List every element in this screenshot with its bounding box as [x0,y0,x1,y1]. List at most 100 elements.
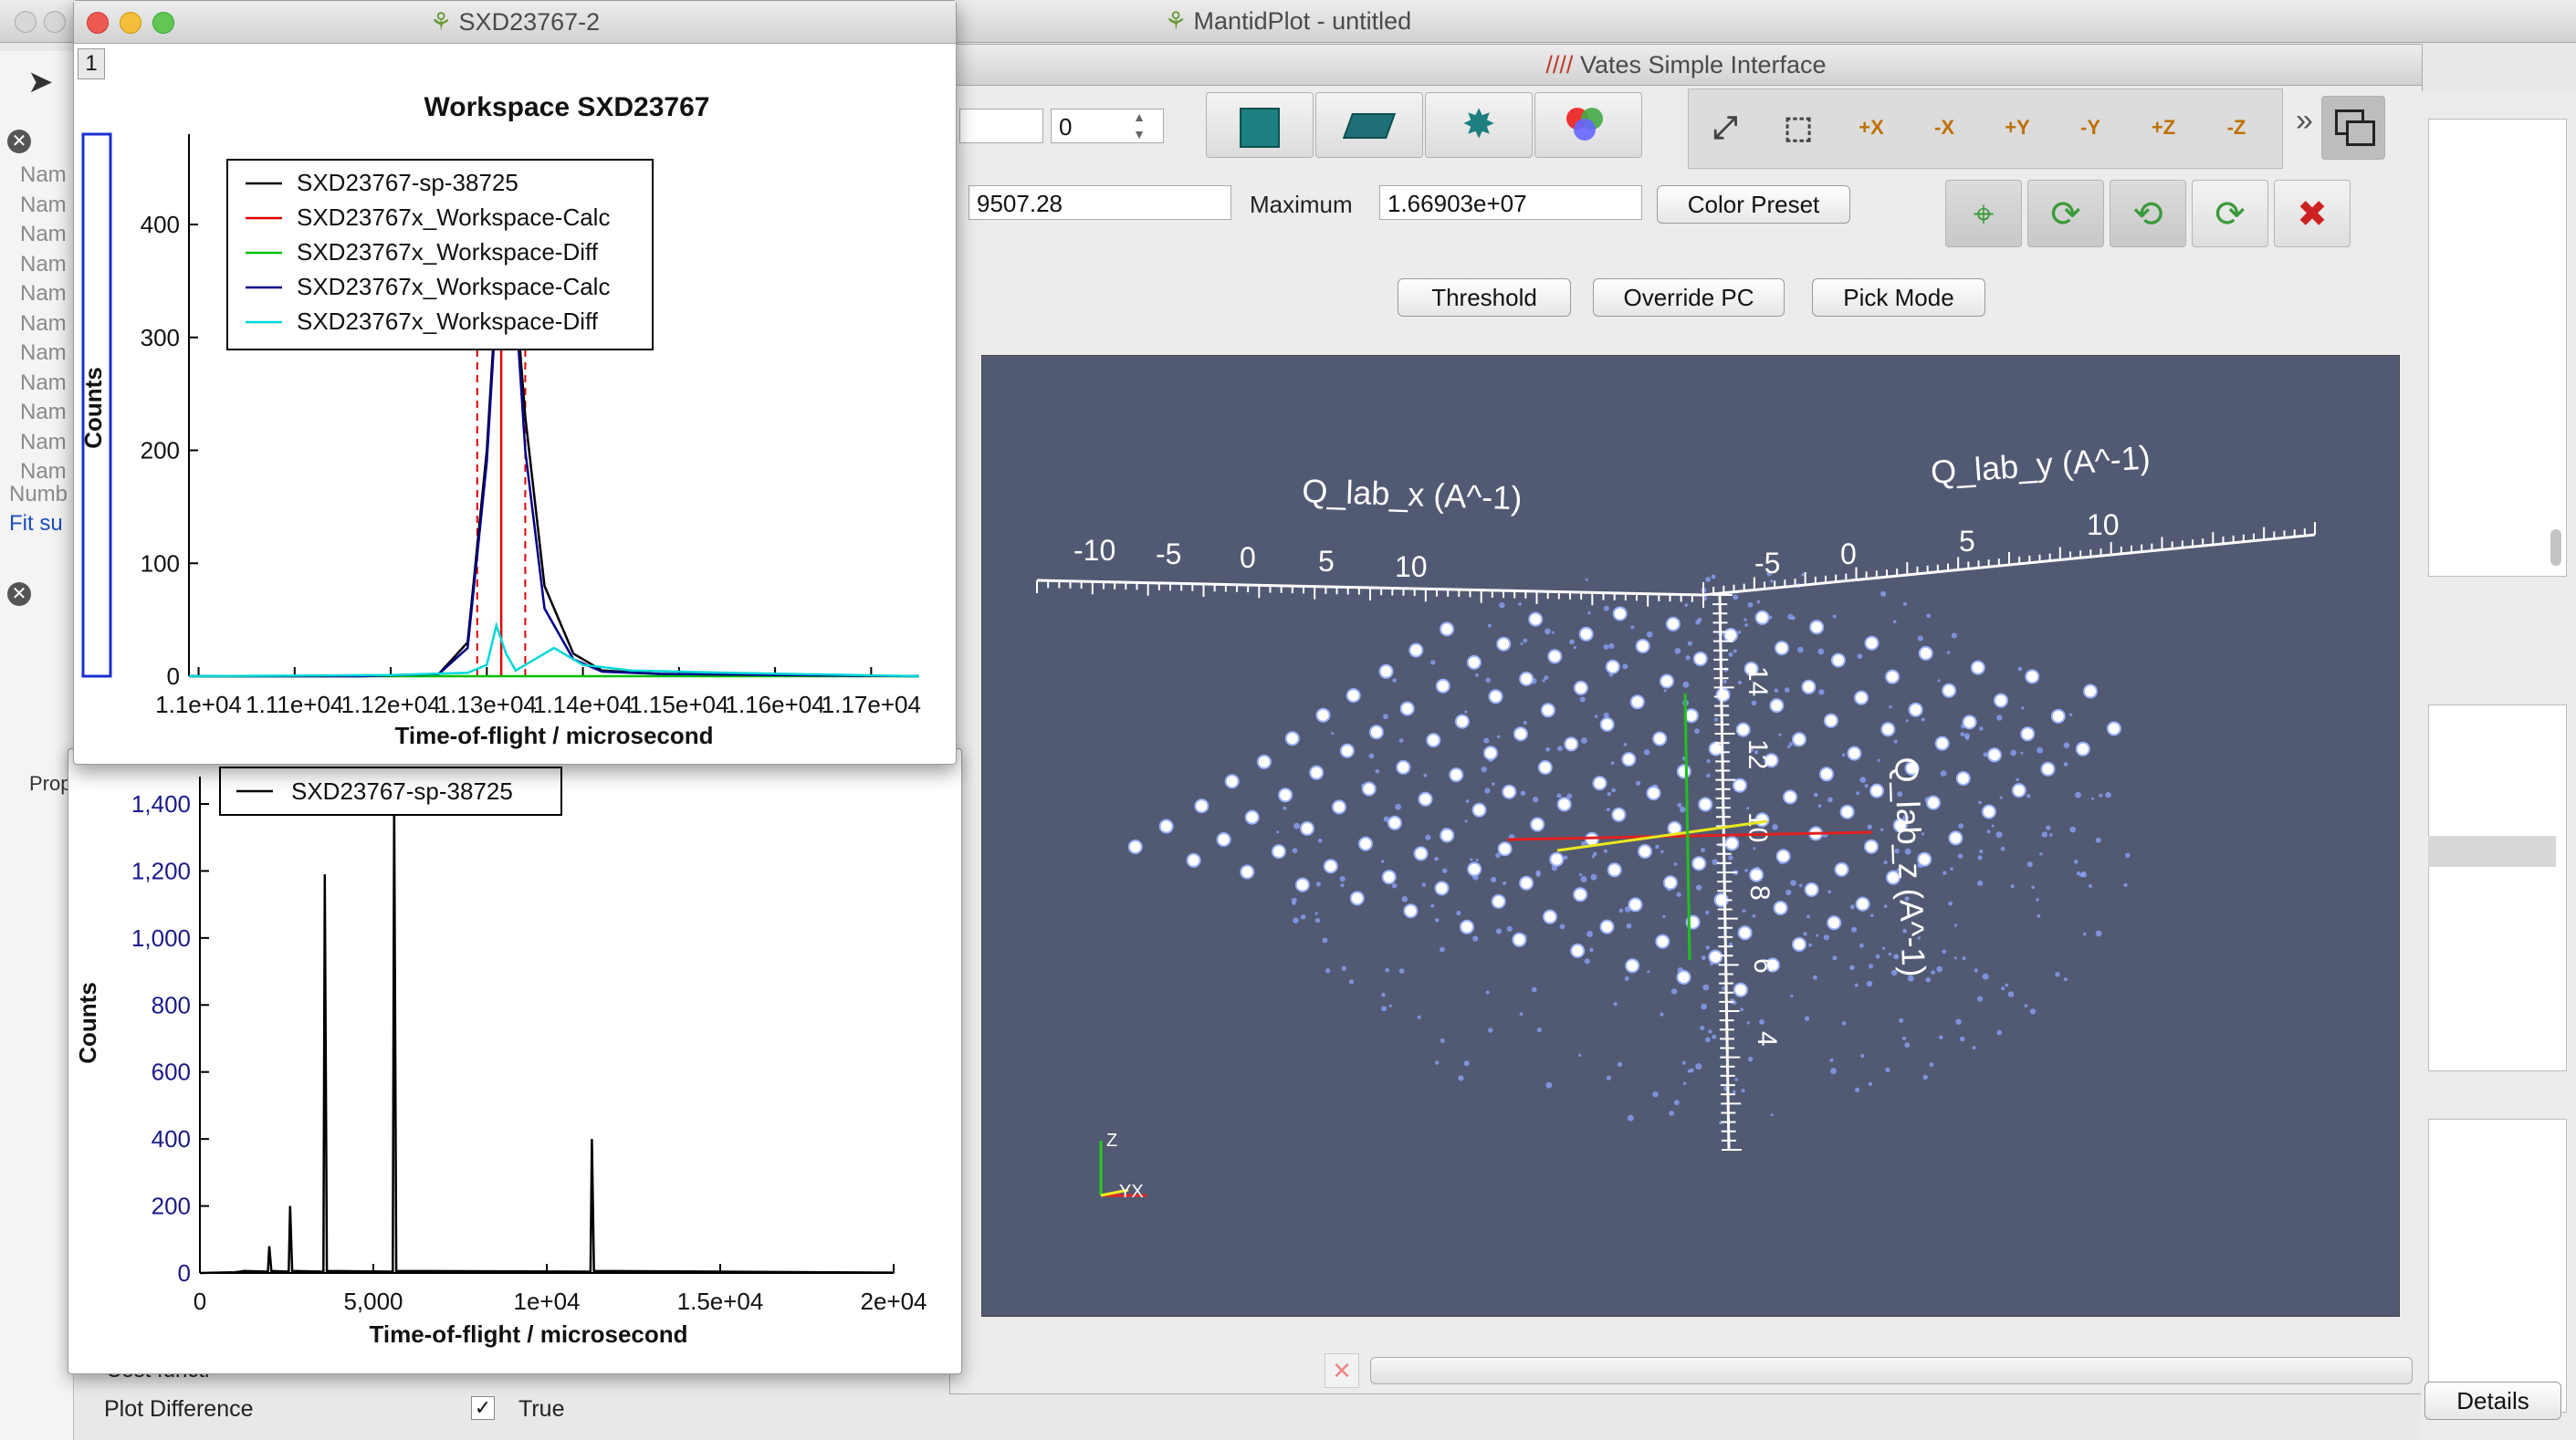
more-tools-button[interactable]: » [2296,103,2313,138]
peak-point [1646,786,1661,801]
scatter-point [1890,969,1898,976]
scatter-point [2016,777,2019,782]
scatter-point [2026,794,2031,798]
dock2-close-icon[interactable]: ✕ [7,582,31,606]
layer-tab[interactable]: 1 [78,48,105,79]
peak-point [2106,721,2121,736]
scatter-point [1485,990,1490,995]
plot-difference-value: True [518,1396,565,1422]
representation-slice-button[interactable] [1315,92,1423,158]
scatter-point [1700,1026,1705,1031]
scatter-point [1536,1028,1542,1033]
scatter-point [1902,602,1907,606]
multiview-button[interactable] [2321,96,2385,160]
rotate-right-icon[interactable]: ⟲ [2110,180,2186,247]
peak-point [1611,807,1627,822]
scatter-point [1817,648,1825,655]
peak-point [1735,722,1751,737]
scatter-point [2029,1008,2037,1015]
stop-rotation-icon[interactable]: ✖ [2274,180,2351,247]
scatter-point [1485,677,1491,683]
representation-star-button[interactable]: ✸ [1425,92,1533,158]
rotate-left-icon[interactable]: ⟳ [2027,180,2104,247]
scatter-point [1958,823,1964,830]
peak-point [1855,896,1870,912]
scatter-point [2031,885,2035,889]
scatter-point [1381,1006,1387,1012]
render-view[interactable]: Q_lab_x (A^-1) Q_lab_y (A^-1) Q_lab_z (A… [981,355,2400,1317]
cancel-progress-icon[interactable]: ✕ [1325,1353,1359,1388]
scatter-point [1841,753,1846,757]
main-close-button[interactable] [15,11,37,33]
view-minus-z-icon[interactable]: -Z [2226,116,2246,139]
view-plus-x-icon[interactable]: +X [1859,116,1884,139]
scatter-point [1341,965,1346,971]
peak-point [1488,689,1503,704]
maximum-value-field[interactable]: 1.66903e+07 [1379,185,1642,220]
scatter-point [2055,972,2060,977]
scatter-point [2068,713,2073,716]
scatter-point [1685,655,1691,661]
scatter-point [1398,738,1404,743]
scatter-point [1733,594,1739,600]
scatter-point [1996,715,2003,721]
spectrum-plot[interactable]: 0 200 400 600 800 1,000 1,200 1,400 0 5,000 1e+04 1… [68,749,961,1373]
pointer-tool-icon[interactable]: ➤ [27,65,54,99]
peak-point [1792,936,1806,952]
right-dock-selected-row[interactable] [2428,836,2556,867]
scatter-point [1963,733,1971,739]
scatter-point [1741,1089,1745,1093]
peak-point [1864,839,1879,854]
main-minimize-button[interactable] [44,11,66,33]
scatter-point [1902,814,1910,821]
progress-bar [1370,1357,2413,1384]
pick-mode-button[interactable]: Pick Mode [1812,278,1985,317]
view-minus-y-icon[interactable]: -Y [2080,116,2100,139]
zoom-box-icon[interactable]: ⬚ [1783,110,1814,145]
color-preset-button[interactable]: Color Preset [1657,185,1850,224]
scatter-point [2007,991,2015,997]
override-pc-button[interactable]: Override PC [1593,278,1785,317]
view-plus-z-icon[interactable]: +Z [2151,116,2176,139]
rotate-icon[interactable]: ⟳ [2192,180,2268,247]
plot-minimize-button[interactable] [120,12,141,34]
peak-point [1801,679,1817,694]
spin-value-field[interactable]: 0 [1051,109,1164,143]
spin-field-left[interactable] [959,109,1043,143]
scatter-point [1606,808,1610,812]
peak-point [1854,690,1869,705]
scatter-point [1398,968,1405,974]
spin-arrows-icon[interactable]: ▲ ▼ [1133,110,1146,141]
details-button[interactable]: Details [2424,1382,2561,1420]
scatter-point [1977,855,1983,861]
reset-view-icon[interactable]: ⤢ [1712,110,1738,145]
scatter-point [1712,859,1718,865]
threshold-button[interactable]: Threshold [1398,278,1571,317]
scatter-point [1733,1090,1736,1094]
peak-point [1886,870,1901,885]
scatter-point [1348,979,1355,985]
scatter-point [1395,803,1401,810]
peak-point [1629,694,1645,710]
representation-surface-button[interactable] [1206,92,1314,158]
scatter-point [1857,653,1863,660]
peak-point [1537,760,1553,775]
scatter-point [1875,954,1880,959]
spec-x-tick-label: 1e+04 [513,1288,580,1315]
representation-color-button[interactable] [1534,92,1642,158]
scatter-point [1421,882,1427,887]
plot-close-button[interactable] [87,12,109,34]
scatter-point [1293,917,1299,923]
right-dock-scrollbar[interactable] [2550,529,2561,566]
peak-point [1440,828,1455,843]
minimum-value-field[interactable]: 9507.28 [969,185,1231,220]
view-minus-x-icon[interactable]: -X [1934,116,1954,139]
plot-difference-checkbox[interactable]: ✓ [471,1396,495,1420]
view-plus-y-icon[interactable]: +Y [2005,116,2030,139]
pick-center-icon[interactable]: ⌖ [1945,180,2022,247]
dock-close-icon[interactable]: ✕ [7,130,31,153]
scatter-point [1585,578,1588,581]
spec-x-tick-label: 2e+04 [860,1288,927,1315]
plot-zoom-button[interactable] [152,12,174,34]
